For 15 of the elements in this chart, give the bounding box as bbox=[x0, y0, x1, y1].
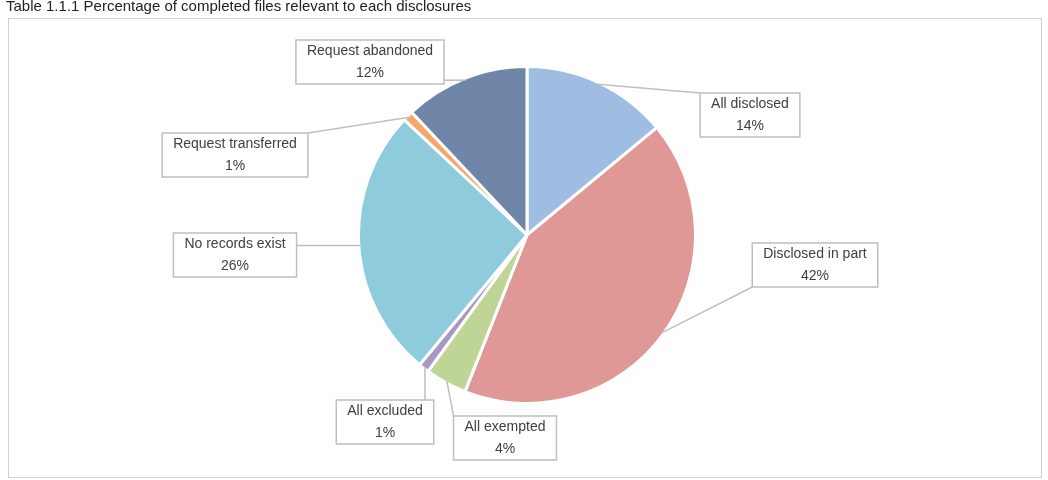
data-label: 42% bbox=[800, 266, 830, 283]
slice-label: All excluded bbox=[347, 401, 423, 418]
data-label: 12% bbox=[355, 63, 385, 80]
data-label: 4% bbox=[494, 439, 516, 456]
slice-label: All exempted bbox=[464, 417, 546, 434]
chart-title: Table 1.1.1 Percentage of completed files relevant to each disclosures bbox=[6, 0, 472, 14]
data-label: 14% bbox=[735, 116, 765, 133]
slice-label: All disclosed bbox=[711, 94, 789, 111]
slice-label: No records exist bbox=[184, 234, 286, 251]
data-label: 26% bbox=[220, 256, 250, 273]
slice-label: Request abandoned bbox=[306, 41, 434, 58]
slice-label: Request transferred bbox=[173, 134, 297, 151]
data-label: 1% bbox=[224, 156, 246, 173]
slice-label: Disclosed in part bbox=[763, 244, 867, 261]
data-label: 1% bbox=[374, 423, 396, 440]
